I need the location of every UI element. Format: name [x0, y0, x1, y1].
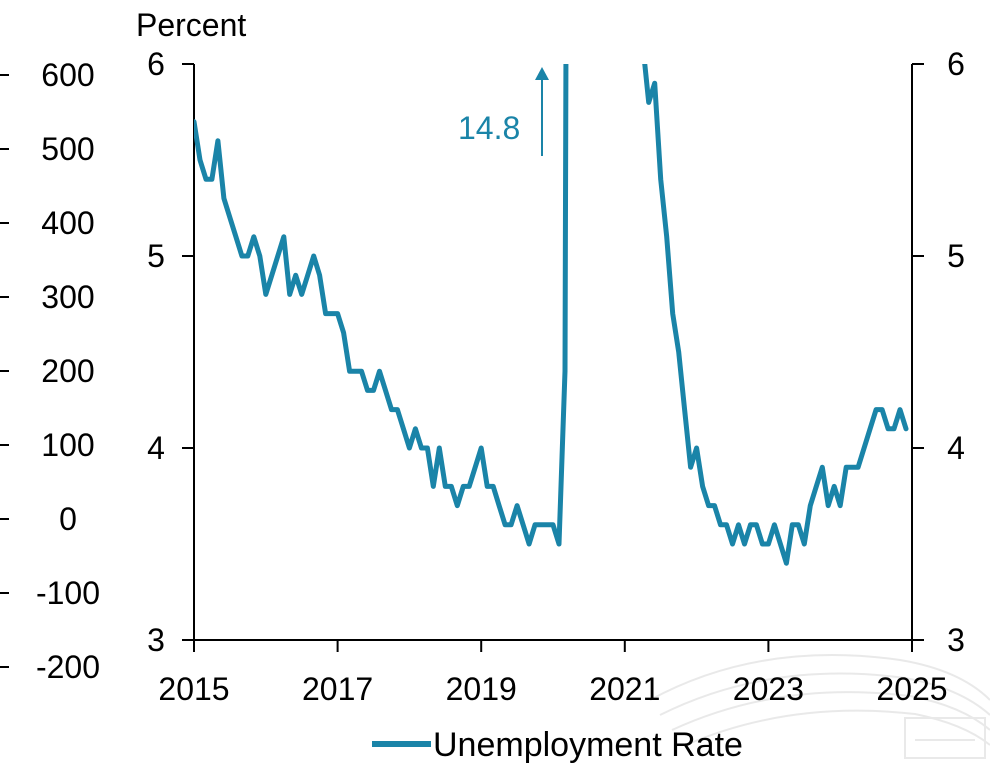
left-axis: 600 500 400 300 200 100 0 -100 -200 [0, 57, 100, 685]
x-tick-label: 2025 [876, 671, 947, 707]
peak-annotation-label: 14.8 [458, 110, 520, 146]
peak-annotation-arrow-head [535, 67, 549, 80]
y-tick-label-right: 4 [947, 430, 965, 466]
left-axis-tick-label: 200 [41, 353, 94, 389]
y-tick-label-left: 6 [147, 46, 165, 82]
y-tick-label-right: 5 [947, 238, 965, 274]
legend-label-unemployment-rate: Unemployment Rate [433, 726, 743, 764]
x-tick-label: 2021 [589, 671, 660, 707]
left-axis-tick-label: 100 [41, 427, 94, 463]
left-axis-tick-label: 600 [41, 57, 94, 93]
left-axis-tick-label: 300 [41, 279, 94, 315]
left-axis-tick-label: 0 [59, 501, 77, 537]
left-axis-tick-label: 400 [41, 205, 94, 241]
x-tick-label: 2015 [158, 671, 229, 707]
legend: Unemployment Rate [372, 726, 743, 764]
y-tick-label-left: 4 [147, 430, 165, 466]
y-tick-label-left: 3 [147, 622, 165, 658]
y-tick-label-right: 3 [947, 622, 965, 658]
left-axis-tick-label: -100 [36, 575, 100, 611]
peak-annotation: 14.8 [458, 67, 549, 156]
x-tick-label: 2019 [446, 671, 517, 707]
series-line-unemployment-rate [194, 64, 909, 566]
y-tick-label-left: 5 [147, 238, 165, 274]
x-ticks: 2015 2017 2019 2021 2023 2025 [158, 640, 948, 707]
seal-watermark [649, 654, 990, 759]
x-tick-label: 2017 [302, 671, 373, 707]
x-tick-label: 2023 [733, 671, 804, 707]
y-tick-label-right: 6 [947, 46, 965, 82]
left-axis-tick-label: 500 [41, 131, 94, 167]
y-axis-unit-label: Percent [136, 7, 246, 43]
left-axis-tick-label: -200 [36, 649, 100, 685]
y-ticks: 3 3 4 4 5 5 6 6 [147, 46, 965, 658]
